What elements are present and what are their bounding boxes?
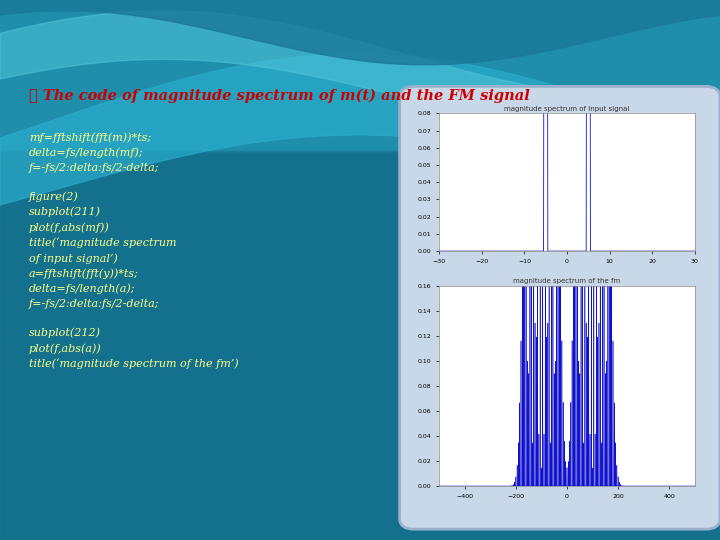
Title: magnitude spectrum of the fm: magnitude spectrum of the fm bbox=[513, 279, 621, 285]
Text: ❖ The code of magnitude spectrum of m(t) and the FM signal: ❖ The code of magnitude spectrum of m(t)… bbox=[29, 89, 529, 104]
Text: mf=fftshift(fft(m))*ts;
delta=fs/length(mf);
f=-fs/2:delta:fs/2-delta;

figure(2: mf=fftshift(fft(m))*ts; delta=fs/length(… bbox=[29, 132, 238, 369]
Title: magnitude spectrum of input signal: magnitude spectrum of input signal bbox=[504, 106, 630, 112]
